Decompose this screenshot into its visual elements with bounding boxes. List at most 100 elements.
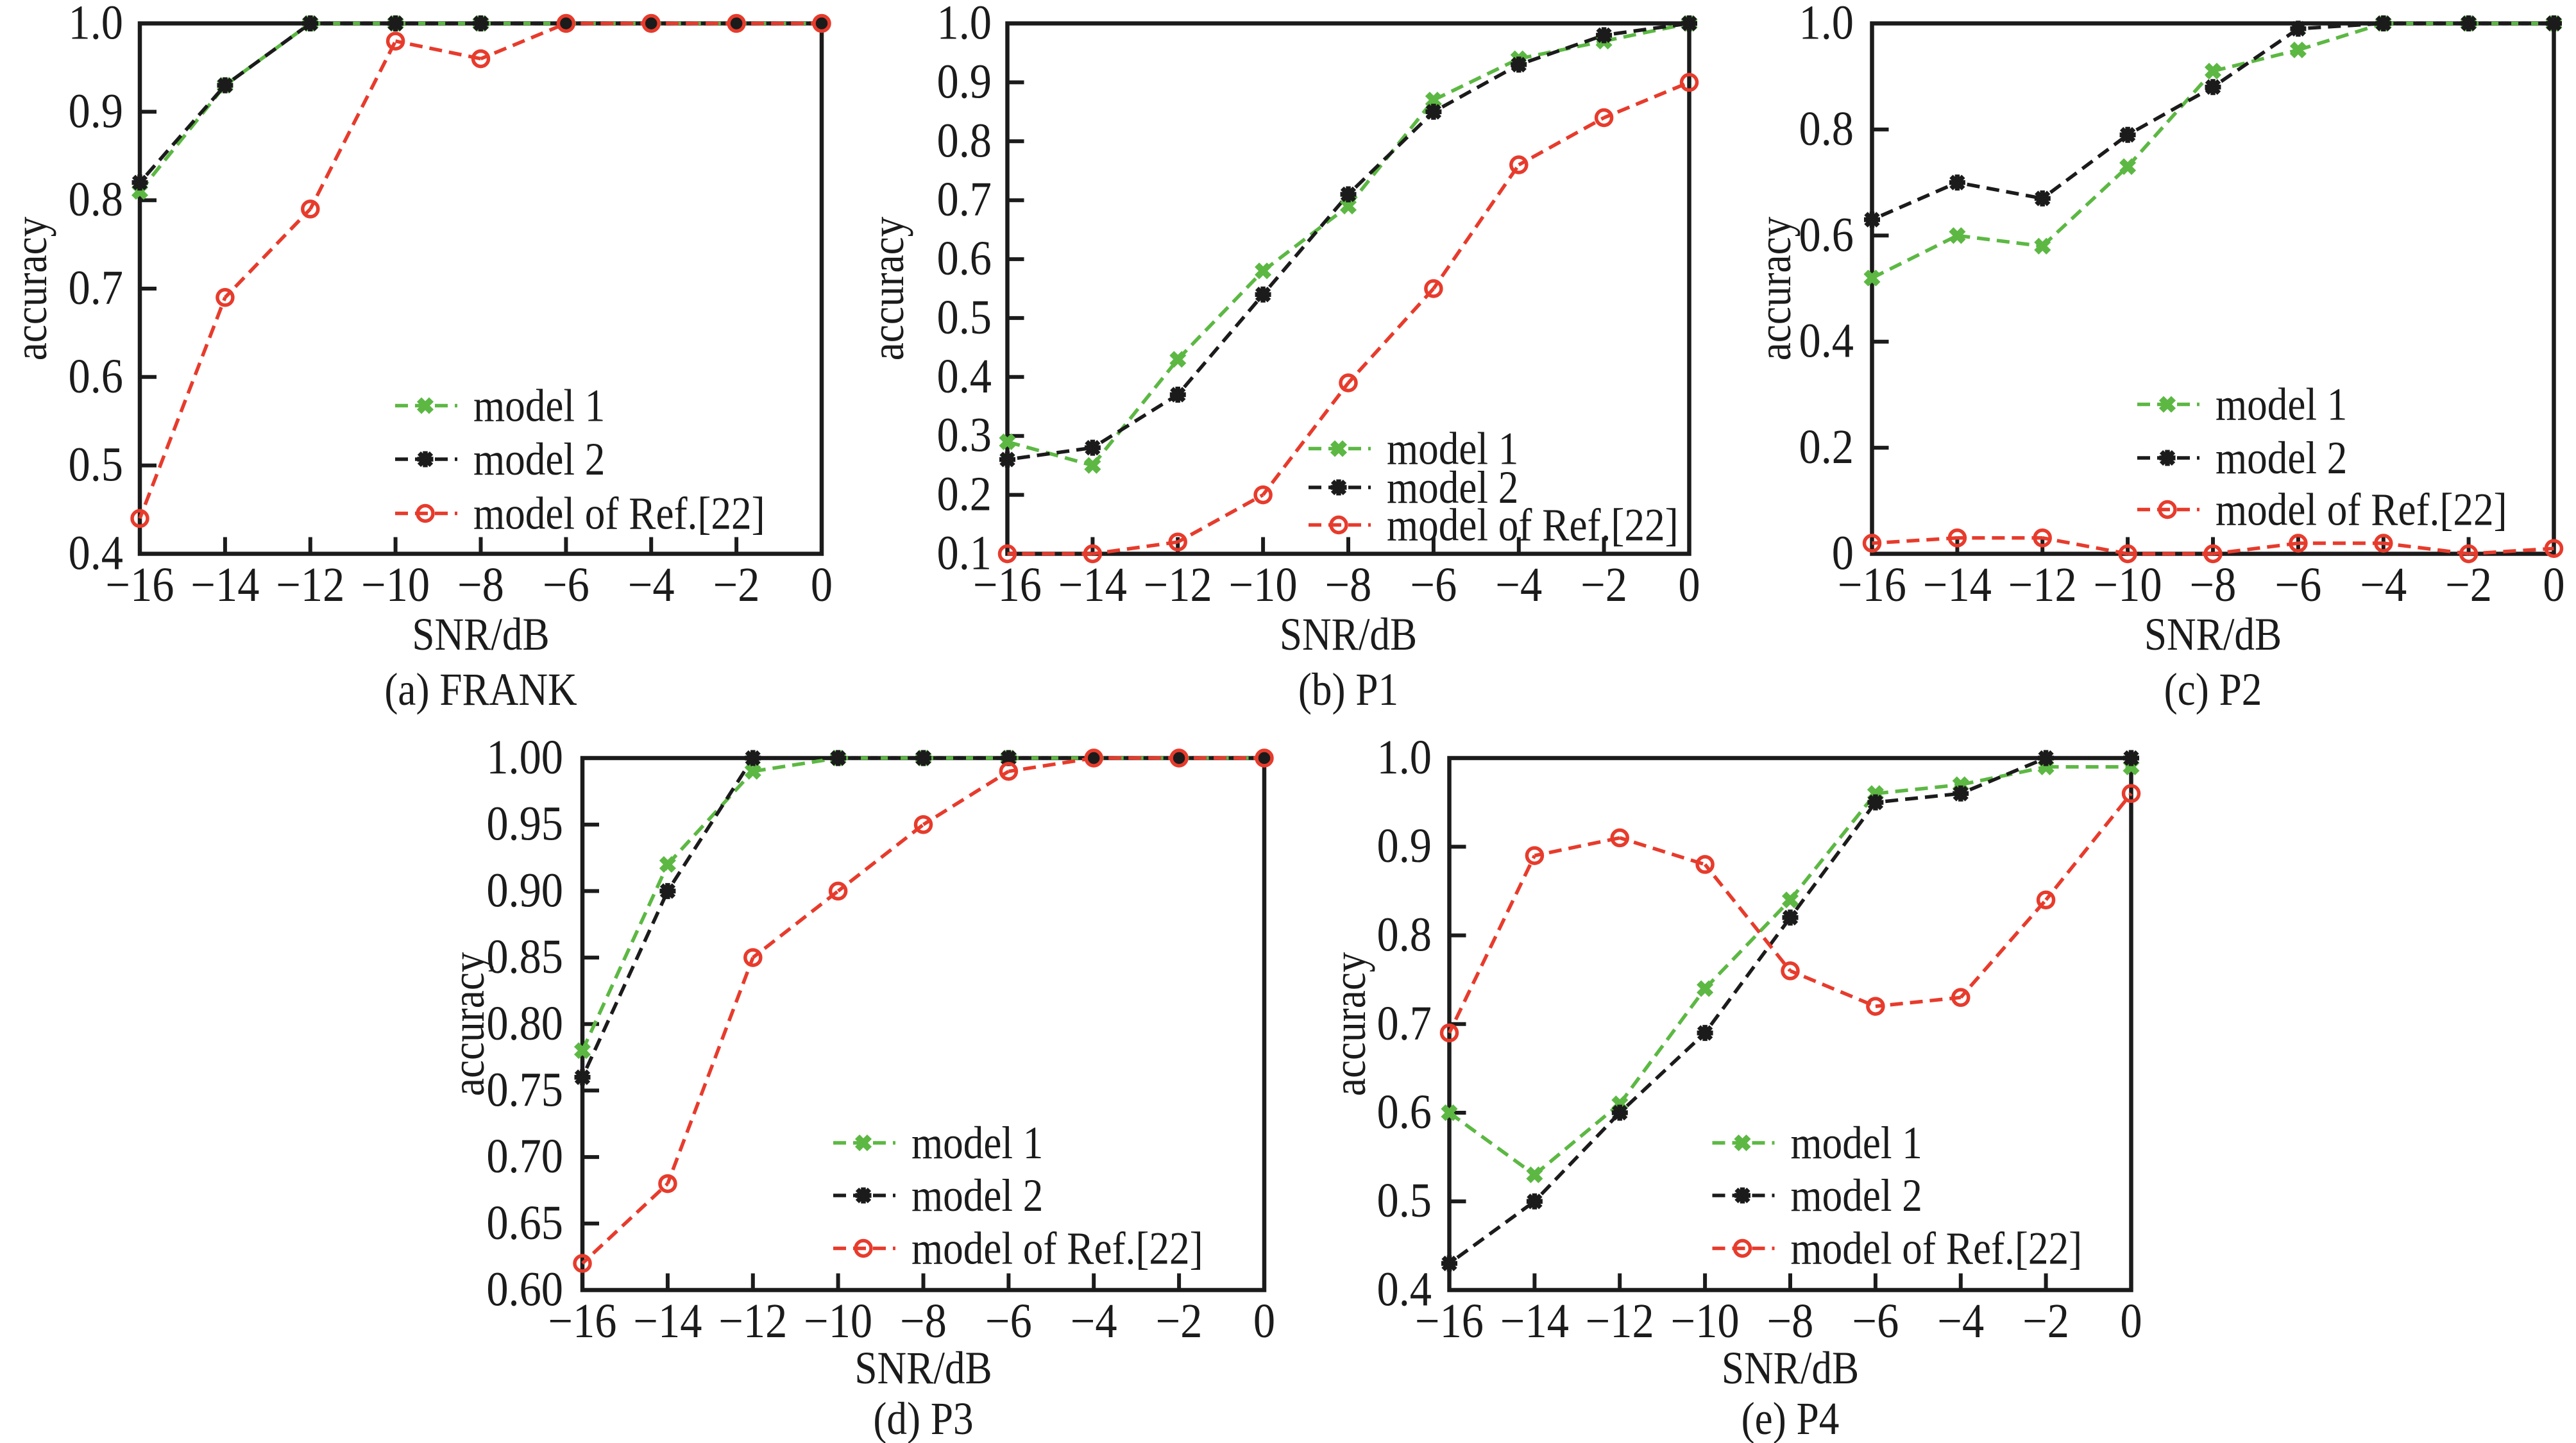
svg-text:0.6: 0.6 xyxy=(937,232,992,285)
svg-text:−14: −14 xyxy=(1500,1294,1569,1348)
svg-text:−12: −12 xyxy=(2008,558,2077,612)
svg-text:−16: −16 xyxy=(548,1294,617,1348)
svg-text:model of Ref.[22]: model of Ref.[22] xyxy=(911,1223,1203,1274)
svg-text:accuracy: accuracy xyxy=(1749,217,1801,361)
svg-text:0.70: 0.70 xyxy=(486,1129,563,1183)
svg-text:−6: −6 xyxy=(2275,558,2322,612)
svg-text:0.4: 0.4 xyxy=(69,526,123,580)
svg-text:SNR/dB: SNR/dB xyxy=(2144,609,2282,660)
svg-text:0.2: 0.2 xyxy=(937,467,992,521)
svg-text:−16: −16 xyxy=(1838,558,1906,612)
svg-text:model of Ref.[22]: model of Ref.[22] xyxy=(1387,500,1679,551)
svg-text:0.4: 0.4 xyxy=(1377,1262,1432,1316)
svg-text:−8: −8 xyxy=(457,558,504,612)
svg-text:1.0: 1.0 xyxy=(937,0,992,49)
svg-text:1.00: 1.00 xyxy=(486,730,563,784)
svg-text:−10: −10 xyxy=(361,558,430,612)
svg-text:0.8: 0.8 xyxy=(1799,102,1854,156)
svg-text:0.9: 0.9 xyxy=(69,84,123,138)
svg-text:−10: −10 xyxy=(1229,558,1298,612)
svg-text:−12: −12 xyxy=(276,558,344,612)
svg-text:−8: −8 xyxy=(1325,558,1372,612)
svg-text:model of Ref.[22]: model of Ref.[22] xyxy=(1791,1223,2083,1274)
svg-text:−6: −6 xyxy=(1411,558,1457,612)
svg-text:−10: −10 xyxy=(1671,1294,1740,1348)
svg-text:−8: −8 xyxy=(900,1294,947,1348)
svg-text:0.65: 0.65 xyxy=(486,1196,563,1250)
svg-text:−4: −4 xyxy=(2360,558,2407,612)
svg-text:0.75: 0.75 xyxy=(486,1063,563,1117)
svg-text:−4: −4 xyxy=(1937,1294,1984,1348)
svg-text:−6: −6 xyxy=(543,558,589,612)
svg-text:0.60: 0.60 xyxy=(486,1262,563,1316)
svg-text:0: 0 xyxy=(1678,558,1700,612)
svg-text:−14: −14 xyxy=(1923,558,1992,612)
svg-text:model 1: model 1 xyxy=(911,1117,1043,1169)
svg-text:model 2: model 2 xyxy=(911,1170,1043,1221)
svg-text:0.80: 0.80 xyxy=(486,997,563,1051)
svg-text:−16: −16 xyxy=(106,558,174,612)
svg-text:model 2: model 2 xyxy=(1791,1170,1922,1221)
svg-text:−16: −16 xyxy=(973,558,1042,612)
svg-text:0.85: 0.85 xyxy=(486,930,563,984)
svg-text:(e) P4: (e) P4 xyxy=(1741,1393,1840,1443)
svg-text:−16: −16 xyxy=(1415,1294,1484,1348)
svg-text:0.5: 0.5 xyxy=(1377,1174,1432,1228)
svg-text:−2: −2 xyxy=(2445,558,2492,612)
svg-text:model 2: model 2 xyxy=(2216,432,2347,484)
svg-text:model 1: model 1 xyxy=(473,380,605,432)
svg-text:−6: −6 xyxy=(1852,1294,1899,1348)
svg-text:(a) FRANK: (a) FRANK xyxy=(384,664,577,715)
svg-text:−12: −12 xyxy=(718,1294,787,1348)
svg-text:0.8: 0.8 xyxy=(1377,907,1432,961)
svg-text:model of Ref.[22]: model of Ref.[22] xyxy=(473,488,765,539)
svg-text:0.7: 0.7 xyxy=(937,173,992,226)
svg-text:SNR/dB: SNR/dB xyxy=(1280,609,1417,660)
svg-text:0.2: 0.2 xyxy=(1799,420,1854,474)
svg-text:0.5: 0.5 xyxy=(69,437,123,491)
svg-text:0: 0 xyxy=(1832,526,1854,580)
svg-text:model 1: model 1 xyxy=(1791,1117,1922,1169)
svg-text:0.4: 0.4 xyxy=(1799,314,1854,367)
svg-text:−12: −12 xyxy=(1144,558,1212,612)
svg-text:(c) P2: (c) P2 xyxy=(2164,664,2262,715)
svg-text:0.3: 0.3 xyxy=(937,408,992,462)
svg-text:−10: −10 xyxy=(804,1294,872,1348)
svg-text:0.5: 0.5 xyxy=(937,291,992,344)
svg-text:−14: −14 xyxy=(191,558,259,612)
svg-text:0.8: 0.8 xyxy=(69,173,123,226)
svg-text:−2: −2 xyxy=(713,558,760,612)
svg-text:(d) P3: (d) P3 xyxy=(873,1393,973,1443)
svg-text:−8: −8 xyxy=(1767,1294,1814,1348)
svg-text:0.7: 0.7 xyxy=(1377,997,1432,1051)
svg-text:model 1: model 1 xyxy=(1387,423,1518,475)
svg-text:−2: −2 xyxy=(1156,1294,1203,1348)
svg-text:accuracy: accuracy xyxy=(862,217,913,361)
svg-text:0: 0 xyxy=(1253,1294,1275,1348)
svg-text:0.8: 0.8 xyxy=(937,114,992,167)
svg-text:−10: −10 xyxy=(2094,558,2162,612)
svg-text:1.0: 1.0 xyxy=(1799,0,1854,49)
svg-text:−4: −4 xyxy=(1495,558,1542,612)
svg-text:−14: −14 xyxy=(633,1294,702,1348)
svg-text:−6: −6 xyxy=(985,1294,1032,1348)
svg-text:0.6: 0.6 xyxy=(69,350,123,403)
svg-text:model 2: model 2 xyxy=(473,434,605,485)
svg-text:−2: −2 xyxy=(1580,558,1627,612)
svg-text:1.0: 1.0 xyxy=(1377,730,1432,784)
svg-text:model 2: model 2 xyxy=(1387,462,1518,513)
svg-text:0.1: 0.1 xyxy=(937,526,992,580)
svg-text:0.90: 0.90 xyxy=(486,863,563,917)
svg-text:model 1: model 1 xyxy=(2216,379,2347,430)
svg-text:accuracy: accuracy xyxy=(5,217,56,361)
svg-text:0.9: 0.9 xyxy=(937,55,992,108)
svg-text:−4: −4 xyxy=(1071,1294,1117,1348)
svg-text:accuracy: accuracy xyxy=(443,952,494,1096)
svg-text:SNR/dB: SNR/dB xyxy=(412,609,549,660)
svg-text:0.9: 0.9 xyxy=(1377,819,1432,873)
svg-text:−2: −2 xyxy=(2022,1294,2069,1348)
svg-text:0.6: 0.6 xyxy=(1377,1085,1432,1139)
svg-text:0.6: 0.6 xyxy=(1799,208,1854,262)
svg-text:−8: −8 xyxy=(2190,558,2237,612)
svg-text:accuracy: accuracy xyxy=(1324,952,1375,1096)
